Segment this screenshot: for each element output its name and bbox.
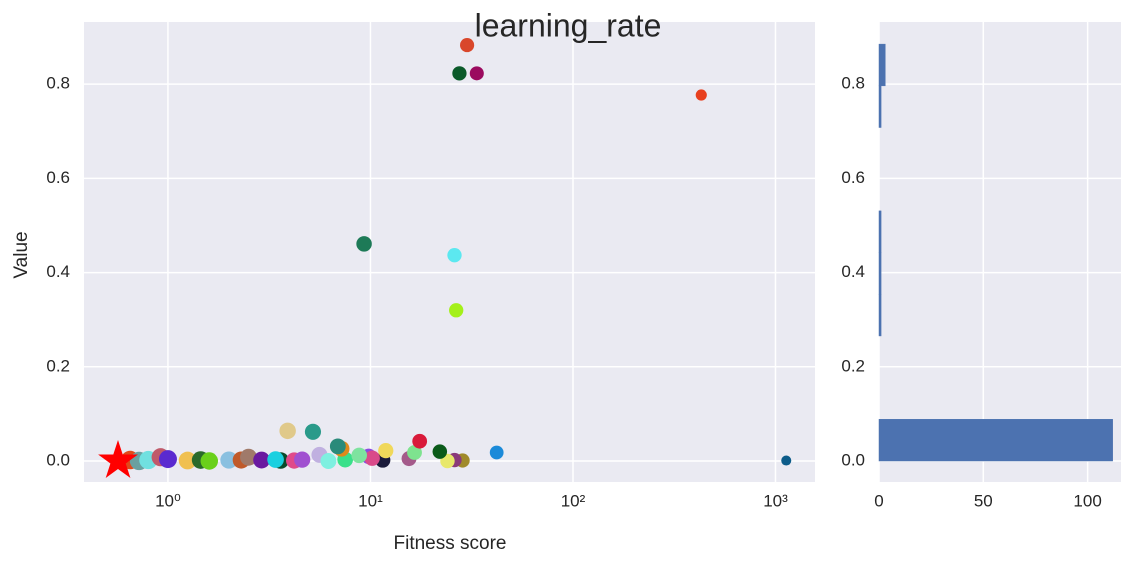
scatter-point (294, 451, 311, 468)
scatter-point (304, 423, 322, 440)
scatter-point (489, 445, 504, 460)
y-tick-label: 0.6 (46, 168, 70, 187)
scatter-point (449, 303, 464, 318)
scatter-point (351, 447, 367, 464)
x-tick-label: 50 (974, 491, 993, 510)
best-point (98, 440, 138, 478)
scatter-point (460, 38, 475, 53)
histogram-bar (878, 210, 882, 253)
y-tick-label: 0.4 (46, 262, 70, 281)
y-tick-label: 0.0 (46, 450, 70, 469)
histogram-bar (878, 294, 882, 337)
x-tick-label: 100 (1073, 491, 1101, 510)
scatter-point (432, 444, 448, 459)
scatter-point (356, 236, 372, 252)
scatter-point (412, 433, 428, 449)
y-tick-label: 0.4 (841, 262, 865, 281)
histogram-bar (878, 419, 1113, 462)
x-tick-label: 10² (561, 491, 586, 510)
scatter-point (320, 453, 337, 469)
x-tick-label: 10³ (763, 491, 788, 510)
y-tick-label: 0.2 (46, 356, 70, 375)
x-tick-label: 10¹ (358, 491, 383, 510)
histogram-bar (878, 85, 882, 128)
y-tick-label: 0.8 (46, 74, 70, 93)
scatter-point (378, 443, 394, 459)
scatter-point (364, 450, 380, 466)
scatter-point (695, 89, 707, 101)
scatter-point (279, 422, 296, 440)
scatter-point (220, 451, 238, 469)
scatter-point (240, 448, 258, 466)
y-tick-label: 0.8 (841, 74, 865, 93)
scatter-point (447, 247, 462, 263)
x-tick-label: 10⁰ (155, 491, 181, 510)
y-axis-label: Value (11, 231, 32, 278)
scatter-point (469, 66, 484, 81)
scatter-point (329, 438, 346, 455)
scatter-point (452, 66, 467, 81)
scatter-point (407, 445, 422, 460)
scatter-point (200, 452, 219, 470)
scatter-point (158, 450, 177, 469)
histogram-bar (878, 252, 882, 295)
scatter-point (781, 455, 792, 466)
scatter-point (178, 451, 197, 470)
scatter-point (267, 451, 284, 468)
scatter-point (253, 451, 270, 469)
y-tick-label: 0.6 (841, 168, 865, 187)
histogram-bar (878, 43, 886, 87)
chart-title: learning_rate (475, 7, 662, 43)
x-tick-label: 0 (874, 491, 883, 510)
y-tick-label: 0.0 (841, 450, 865, 469)
y-tick-label: 0.2 (841, 356, 865, 375)
plot-background (879, 22, 1121, 482)
x-axis-label: Fitness score (394, 533, 507, 554)
